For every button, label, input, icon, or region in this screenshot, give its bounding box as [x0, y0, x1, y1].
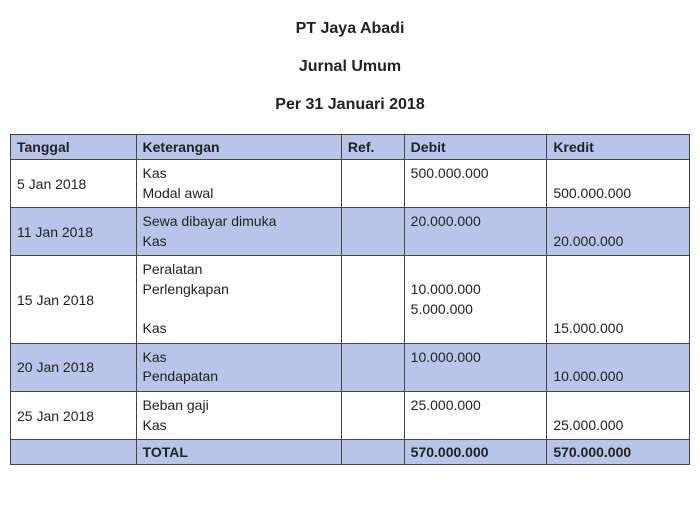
- table-row: 25 Jan 2018Beban gajiKas 25.000.000 25.00…: [11, 391, 690, 439]
- cell-tanggal: 11 Jan 2018: [11, 208, 137, 256]
- total-row: TOTAL 570.000.000570.000.000: [11, 440, 690, 465]
- report-period: Per 31 Januari 2018: [10, 96, 690, 114]
- col-kredit: Kredit: [547, 135, 690, 160]
- table-row: 20 Jan 2018KasPendapatan 10.000.000 10.00…: [11, 343, 690, 391]
- cell-kredit: 15.000.000: [547, 256, 690, 343]
- cell-keterangan: KasModal awal: [136, 160, 341, 208]
- total-empty: [11, 440, 137, 465]
- cell-kredit: 25.000.000: [547, 391, 690, 439]
- total-debit: 570.000.000: [404, 440, 547, 465]
- cell-tanggal: 15 Jan 2018: [11, 256, 137, 343]
- table-row: 15 Jan 2018PeralatanPerlengkapan Kas 10.…: [11, 256, 690, 343]
- cell-kredit: 10.000.000: [547, 343, 690, 391]
- cell-ref: [341, 343, 404, 391]
- table-row: 5 Jan 2018KasModal awal 500.000.000 500.0…: [11, 160, 690, 208]
- col-debit: Debit: [404, 135, 547, 160]
- journal-table: Tanggal Keterangan Ref. Debit Kredit 5 J…: [10, 134, 690, 465]
- report-title: Jurnal Umum: [10, 58, 690, 76]
- cell-ref: [341, 160, 404, 208]
- cell-tanggal: 5 Jan 2018: [11, 160, 137, 208]
- cell-debit: 500.000.000: [404, 160, 547, 208]
- cell-kredit: 500.000.000: [547, 160, 690, 208]
- cell-keterangan: Beban gajiKas: [136, 391, 341, 439]
- cell-debit: 20.000.000: [404, 208, 547, 256]
- cell-kredit: 20.000.000: [547, 208, 690, 256]
- col-keterangan: Keterangan: [136, 135, 341, 160]
- cell-ref: [341, 256, 404, 343]
- cell-keterangan: Sewa dibayar dimukaKas: [136, 208, 341, 256]
- cell-debit: 25.000.000: [404, 391, 547, 439]
- cell-ref: [341, 391, 404, 439]
- table-row: 11 Jan 2018Sewa dibayar dimukaKas 20.000.…: [11, 208, 690, 256]
- company-name: PT Jaya Abadi: [10, 20, 690, 38]
- table-header-row: Tanggal Keterangan Ref. Debit Kredit: [11, 135, 690, 160]
- cell-debit: 10.000.000: [404, 343, 547, 391]
- cell-debit: 10.000.0005.000.000: [404, 256, 547, 343]
- total-label: TOTAL: [136, 440, 341, 465]
- cell-tanggal: 25 Jan 2018: [11, 391, 137, 439]
- col-ref: Ref.: [341, 135, 404, 160]
- cell-keterangan: PeralatanPerlengkapan Kas: [136, 256, 341, 343]
- cell-keterangan: KasPendapatan: [136, 343, 341, 391]
- col-tanggal: Tanggal: [11, 135, 137, 160]
- total-kredit: 570.000.000: [547, 440, 690, 465]
- total-empty: [341, 440, 404, 465]
- cell-ref: [341, 208, 404, 256]
- cell-tanggal: 20 Jan 2018: [11, 343, 137, 391]
